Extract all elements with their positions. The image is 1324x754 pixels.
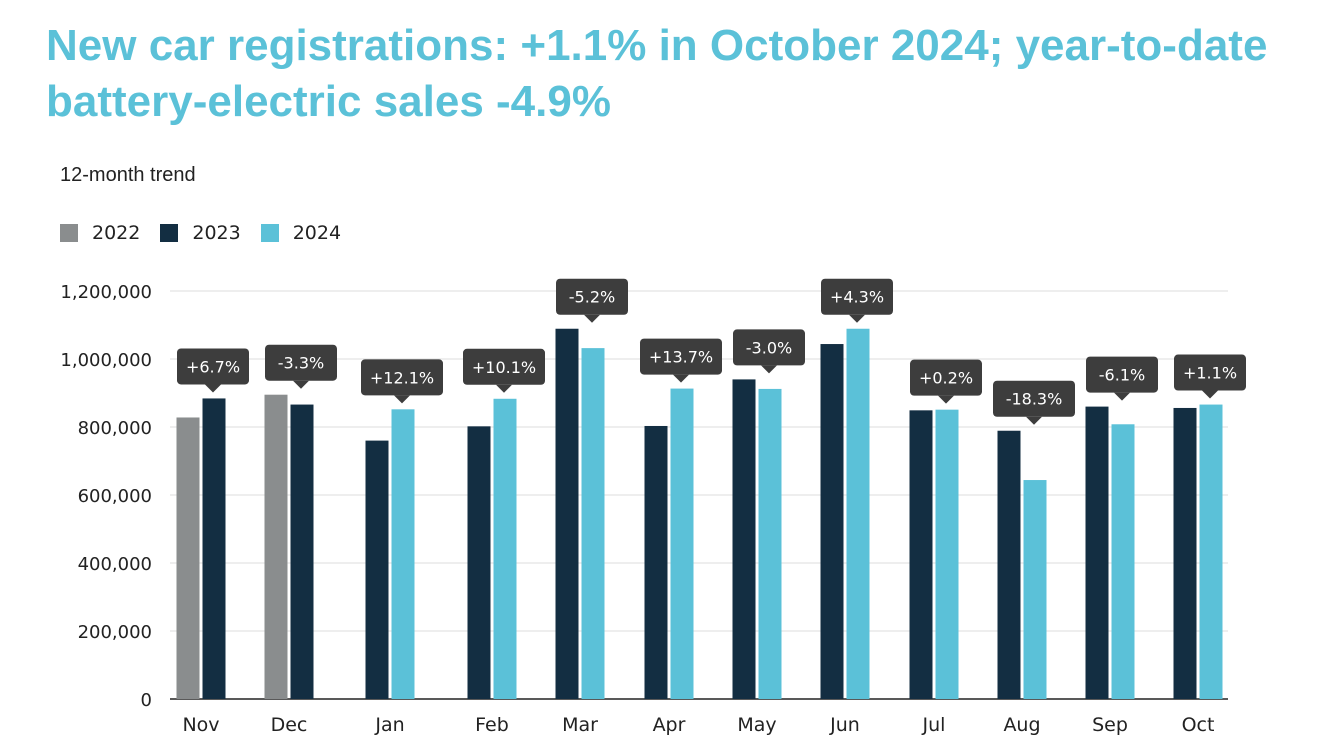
x-tick-label: Oct bbox=[1182, 714, 1215, 736]
bar-2024-feb bbox=[493, 398, 517, 699]
x-tick-label: Dec bbox=[271, 714, 308, 736]
x-tick-label: Feb bbox=[475, 714, 509, 736]
bar-2024-sep bbox=[1111, 424, 1135, 699]
annotation-pointer bbox=[205, 384, 221, 393]
annotation-box bbox=[640, 338, 722, 375]
bar-2023-dec bbox=[290, 404, 314, 699]
chart-title: New car registrations: +1.1% in October … bbox=[46, 21, 1268, 126]
annotation-pointer bbox=[584, 314, 600, 323]
annotation-label: +0.2% bbox=[919, 369, 973, 388]
legend-swatch-2024 bbox=[260, 224, 279, 242]
bar-2023-feb bbox=[467, 426, 491, 699]
annotation-pointer bbox=[293, 380, 309, 389]
annotation-box bbox=[1174, 354, 1246, 391]
bar-2023-jun bbox=[820, 344, 844, 699]
annotation-box bbox=[1086, 356, 1158, 393]
x-tick-label: Jun bbox=[829, 714, 860, 736]
bar-2023-oct bbox=[1173, 407, 1197, 699]
annotation-box bbox=[463, 348, 545, 385]
bar-2023-may bbox=[732, 379, 756, 699]
x-tick-label: Jul bbox=[922, 714, 946, 736]
legend: 2022 2023 2024 bbox=[60, 222, 361, 244]
bar-2024-jul bbox=[935, 409, 959, 699]
annotation-label: -18.3% bbox=[1006, 390, 1063, 409]
x-tick-label: Apr bbox=[653, 714, 686, 736]
annotation-box bbox=[910, 359, 982, 396]
bar-2024-apr bbox=[670, 388, 694, 699]
annotation-pointer bbox=[849, 314, 865, 323]
y-tick-label: 1,200,000 bbox=[60, 282, 152, 303]
annotation-pointer bbox=[496, 384, 512, 393]
annotation-box bbox=[556, 278, 628, 315]
bar-2022-nov bbox=[176, 417, 200, 699]
annotation-label: +10.1% bbox=[472, 358, 536, 377]
bar-2024-aug bbox=[1023, 480, 1047, 699]
annotation-pointer bbox=[394, 395, 410, 404]
legend-swatch-2022 bbox=[60, 224, 78, 242]
annotation-pointer bbox=[1202, 390, 1218, 399]
annotation-label: -3.0% bbox=[746, 338, 792, 357]
bar-2023-aug bbox=[997, 430, 1021, 699]
bar-2024-jan bbox=[391, 409, 415, 699]
annotation-label: -3.3% bbox=[278, 354, 324, 373]
bar-2024-may bbox=[758, 388, 782, 699]
y-tick-label: 200,000 bbox=[78, 622, 152, 643]
annotation-box bbox=[265, 344, 337, 381]
bar-2023-sep bbox=[1085, 406, 1109, 699]
bar-2022-dec bbox=[264, 394, 288, 699]
legend-label-2022: 2022 bbox=[92, 222, 141, 244]
legend-item-2024: 2024 bbox=[260, 222, 342, 244]
annotation-pointer bbox=[761, 365, 777, 374]
chart-subtitle: 12-month trend bbox=[60, 164, 196, 186]
annotation-box bbox=[177, 348, 249, 385]
x-tick-label: Aug bbox=[1003, 714, 1040, 736]
annotation-label: +6.7% bbox=[186, 357, 240, 376]
annotation-label: -6.1% bbox=[1099, 366, 1145, 385]
annotation-box bbox=[733, 329, 805, 366]
bar-2023-nov bbox=[202, 398, 226, 699]
legend-item-2023: 2023 bbox=[160, 222, 241, 244]
annotation-box bbox=[821, 278, 893, 315]
annotation-pointer bbox=[673, 374, 689, 383]
y-tick-label: 0 bbox=[141, 690, 152, 711]
annotation-label: +1.1% bbox=[1183, 364, 1237, 383]
bar-2024-mar bbox=[581, 348, 605, 699]
annotation-box bbox=[361, 359, 443, 396]
annotation-label: +12.1% bbox=[370, 368, 434, 387]
bar-2023-jan bbox=[365, 440, 389, 699]
annotation-pointer bbox=[938, 395, 954, 404]
legend-label-2023: 2023 bbox=[192, 222, 241, 244]
y-tick-label: 1,000,000 bbox=[60, 350, 152, 371]
y-tick-label: 800,000 bbox=[78, 418, 152, 439]
x-tick-label: Nov bbox=[182, 714, 219, 736]
bar-2024-oct bbox=[1199, 404, 1223, 699]
legend-item-2022: 2022 bbox=[60, 222, 140, 244]
x-tick-label: Sep bbox=[1092, 714, 1128, 736]
legend-swatch-2023 bbox=[160, 224, 179, 242]
annotation-label: +13.7% bbox=[649, 348, 713, 367]
y-tick-label: 400,000 bbox=[78, 554, 152, 575]
bar-2023-apr bbox=[644, 425, 668, 699]
y-tick-label: 600,000 bbox=[78, 486, 152, 507]
annotation-pointer bbox=[1026, 416, 1042, 425]
bar-2023-jul bbox=[909, 410, 933, 699]
annotation-pointer bbox=[1114, 392, 1130, 401]
annotation-box bbox=[993, 380, 1075, 417]
annotation-label: -5.2% bbox=[569, 288, 615, 307]
x-tick-label: Jan bbox=[374, 714, 404, 736]
x-tick-label: May bbox=[737, 714, 776, 736]
bar-2023-mar bbox=[555, 328, 579, 699]
annotation-label: +4.3% bbox=[830, 288, 884, 307]
legend-label-2024: 2024 bbox=[292, 222, 342, 244]
x-tick-label: Mar bbox=[562, 714, 598, 736]
bar-2024-jun bbox=[846, 328, 870, 699]
